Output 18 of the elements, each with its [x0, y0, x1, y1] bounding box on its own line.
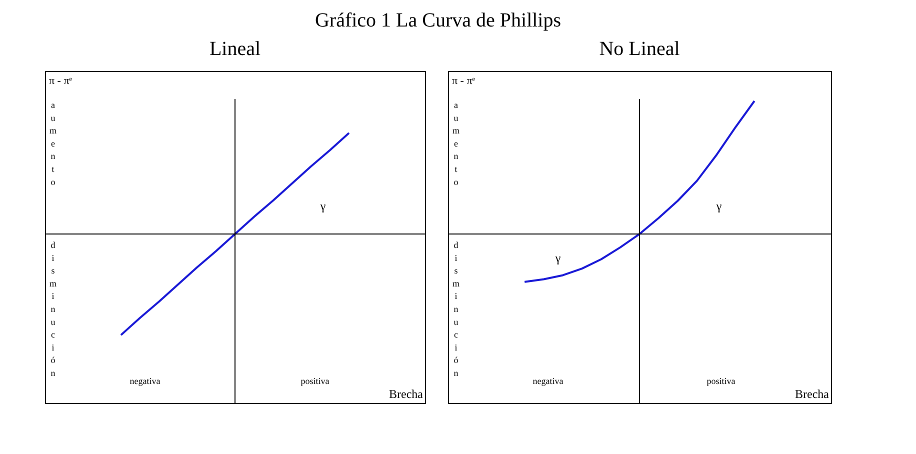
- x-axis-title: Brecha: [795, 387, 830, 401]
- text: disminución: [49, 240, 57, 378]
- text: positiva: [706, 376, 736, 386]
- annotation: γ: [715, 199, 722, 213]
- annotation: aumento: [49, 100, 57, 187]
- text: negativa: [532, 376, 564, 386]
- y-axis-title: π - πᵉ: [452, 75, 476, 87]
- annotation: aumento: [452, 100, 460, 187]
- annotation: γ: [319, 199, 326, 213]
- chart-subtitle: Lineal: [209, 38, 261, 60]
- text: disminución: [452, 240, 460, 378]
- text: negativa: [130, 376, 160, 386]
- x-axis-title: Brecha: [389, 387, 424, 401]
- chart-title: Gráfico 1 La Curva de Phillips: [314, 10, 562, 32]
- annotation: γ: [554, 251, 562, 265]
- text: positiva: [300, 376, 330, 386]
- chart-subtitle: No Lineal: [599, 38, 680, 60]
- y-axis-title: π - πᵉ: [49, 75, 72, 87]
